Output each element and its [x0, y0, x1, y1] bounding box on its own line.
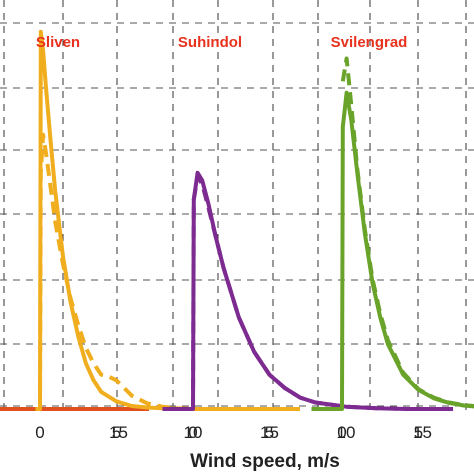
x-tick-label: 0 — [337, 423, 346, 442]
fitted-distribution-line — [38, 132, 194, 411]
x-tick-label: 5 — [265, 423, 274, 442]
observed-distribution-line — [162, 170, 454, 411]
x-axis-title: Wind speed, m/s — [190, 451, 340, 472]
x-tick-label: 0 — [35, 423, 44, 442]
observed-distribution-line — [311, 90, 474, 411]
x-tick-label: 15 — [413, 423, 432, 442]
panel-svilengrad — [311, 56, 474, 411]
x-tick-labels: 15 0 5 10 15 0 5 10 15 0 5 — [35, 423, 432, 442]
series-layer — [0, 29, 474, 411]
site-label: Svilengrad — [331, 34, 408, 51]
panel-suhindol — [162, 170, 454, 411]
panel-labels: Sliven Suhindol Svilengrad — [36, 34, 407, 51]
x-tick-label: 5 — [112, 423, 121, 442]
site-label: Sliven — [36, 34, 80, 51]
grid — [0, 0, 474, 412]
x-tick-label: 15 — [109, 423, 128, 442]
site-label: Suhindol — [178, 34, 242, 51]
x-tick-label: 10 — [337, 423, 356, 442]
x-tick-label: 5 — [414, 423, 423, 442]
x-tick-label: 0 — [188, 423, 197, 442]
fitted-distribution-line — [340, 56, 474, 409]
fitted-distribution-line — [191, 174, 408, 411]
x-tick-label: 15 — [260, 423, 279, 442]
x-tick-label: 10 — [184, 423, 203, 442]
